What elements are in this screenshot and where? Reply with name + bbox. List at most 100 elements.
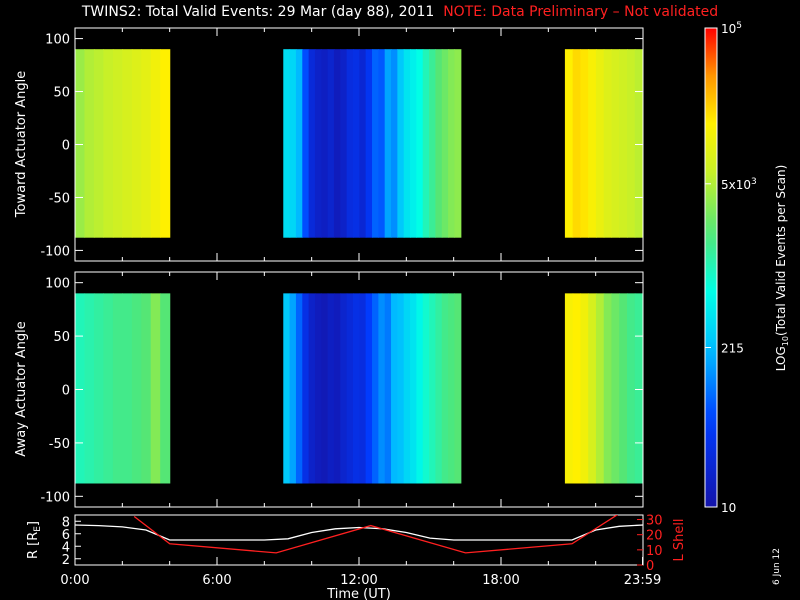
heatmap-cell <box>84 293 95 484</box>
heatmap-cell <box>391 49 398 238</box>
heatmap-cell <box>422 293 430 484</box>
heatmap-cell <box>295 293 303 484</box>
heatmap-cell <box>122 49 133 238</box>
heatmap-cell <box>429 49 437 238</box>
ylabel-lshell: L Shell <box>672 518 687 561</box>
heatmap-cell <box>295 49 303 238</box>
x-tick-label: 18:00 <box>482 573 519 588</box>
heatmap-cell <box>619 293 628 484</box>
heatmap-cell <box>93 49 104 238</box>
heatmap-cell <box>603 293 613 484</box>
heatmap-cell <box>435 49 443 238</box>
heatmap-cell <box>289 293 297 484</box>
heatmap-cell <box>595 293 605 484</box>
heatmap-cell <box>333 49 341 238</box>
heatmap-cell <box>378 293 386 484</box>
heatmap-cell <box>634 49 644 238</box>
heatmap-cell <box>112 49 123 238</box>
heatmap-cell <box>384 293 392 484</box>
heatmap-cell <box>321 293 329 484</box>
heatmap-cell <box>410 293 417 484</box>
colorbar-ticks: 105 5x103 215 10 <box>705 21 757 515</box>
colorbar-gradient <box>704 27 718 508</box>
heatmap-cell <box>321 49 329 238</box>
heatmap-cell <box>441 293 449 484</box>
heatmap-cell <box>283 49 291 238</box>
heatmap-cell <box>150 293 161 484</box>
heatmap-cell <box>429 293 437 484</box>
heatmap-cell <box>454 293 462 484</box>
heatmap-cell <box>160 293 171 484</box>
heatmap-cell <box>160 49 171 238</box>
heatmap-cell <box>84 49 95 238</box>
y-tick-label-lshell: 10 <box>646 544 663 559</box>
x-tick-label: 23:59 <box>624 573 661 588</box>
heatmap-cell <box>611 49 620 238</box>
heatmap-cell <box>422 49 430 238</box>
y-tick-label: 50 <box>53 86 70 101</box>
y-axis-toward: 100 50 0 -50 -100 <box>40 28 644 261</box>
y-tick-label: -50 <box>49 191 70 206</box>
heatmap-cell <box>603 49 613 238</box>
chart-title: TWINS2: Total Valid Events: 29 Mar (day … <box>0 4 800 20</box>
ylabel-toward: Toward Actuator Angle <box>14 71 29 218</box>
heatmap-cell <box>572 293 582 484</box>
y-tick-label: 100 <box>45 33 70 48</box>
ylabel-r: R [RE] <box>26 521 43 559</box>
heatmap-cell <box>397 49 405 238</box>
orbit-lines <box>75 515 643 554</box>
heatmap-cell <box>397 293 405 484</box>
y-tick-label: 50 <box>53 330 70 345</box>
heatmap-cell <box>359 49 367 238</box>
heatmap-cell <box>340 293 348 484</box>
heatmap-cell <box>372 49 379 238</box>
heatmap-cell <box>131 293 142 484</box>
x-tick-label: 12:00 <box>340 573 377 588</box>
y-tick-label-lshell: 0 <box>646 559 654 574</box>
x-tick-label: 6:00 <box>202 573 231 588</box>
heatmap-cell <box>75 49 86 238</box>
x-tick-label: 0:00 <box>60 573 89 588</box>
heatmap-cell <box>365 49 373 238</box>
heatmap-cell <box>103 49 114 238</box>
heatmap-cell <box>308 293 316 484</box>
heatmap-cell <box>346 293 354 484</box>
heatmap-cell <box>611 293 620 484</box>
colorbar-label: LOG10(Total Valid Events per Scan) <box>774 165 790 372</box>
y-tick-label: 0 <box>62 384 70 399</box>
heatmap-cell <box>302 293 310 484</box>
heatmap-cell <box>564 49 574 238</box>
heatmap-cell <box>403 49 411 238</box>
heatmap-cell <box>454 49 462 238</box>
heatmap-cell <box>448 49 456 238</box>
colorbar-tick-label: 5x103 <box>721 177 757 192</box>
heatmap-cell <box>595 49 605 238</box>
heatmap-cell <box>314 293 322 484</box>
y-tick-label-lshell: 20 <box>646 529 663 544</box>
y-tick-label: 100 <box>45 277 70 292</box>
heatmap-cell <box>441 49 449 238</box>
heatmap-toward <box>75 49 644 238</box>
y-tick-label: 0 <box>62 139 70 154</box>
heatmap-cell <box>416 49 424 238</box>
heatmap-cell <box>572 49 582 238</box>
y-tick-label-r: 6 <box>62 528 70 543</box>
heatmap-cell <box>391 293 398 484</box>
heatmap-cell <box>384 49 392 238</box>
y-tick-label-lshell: 30 <box>646 514 663 529</box>
colorbar-tick-label: 10 <box>721 501 736 515</box>
ylabel-away: Away Actuator Angle <box>14 321 29 456</box>
heatmap-cell <box>627 49 636 238</box>
heatmap-cell <box>634 293 644 484</box>
heatmap-cell <box>378 49 386 238</box>
heatmap-cell <box>365 293 373 484</box>
y-tick-label: -100 <box>40 244 70 259</box>
heatmap-cell <box>314 49 322 238</box>
heatmap-cell <box>346 49 354 238</box>
heatmap-cell <box>333 293 341 484</box>
heatmap-cell <box>359 293 367 484</box>
heatmap-cell <box>353 293 360 484</box>
colorbar-tick-label: 105 <box>721 21 742 36</box>
